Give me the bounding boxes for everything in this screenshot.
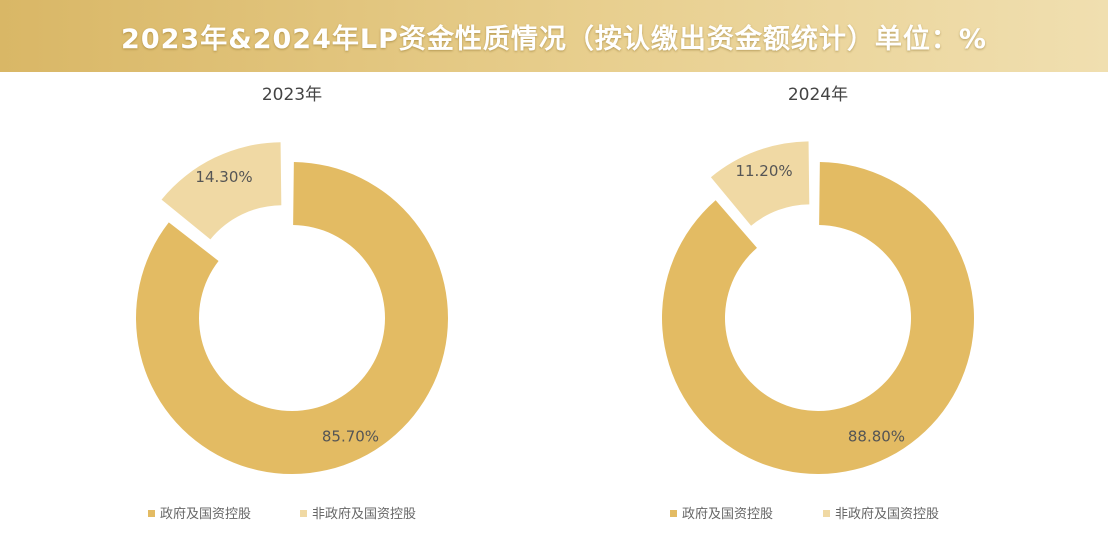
- slice-non-government: [710, 141, 810, 226]
- slice-label: 85.70%: [322, 427, 379, 445]
- legend-label: 政府及国资控股: [682, 507, 773, 522]
- page-title: 2023年&2024年LP资金性质情况（按认缴出资金额统计）单位：%: [121, 23, 987, 55]
- title-banner: 2023年&2024年LP资金性质情况（按认缴出资金额统计）单位：%: [0, 0, 1108, 72]
- legend-swatch: [148, 510, 155, 517]
- donut-charts: 2023年 85.70% 14.30% 政府及国资控股 非政府及国资控股 2024年 88.…: [135, 85, 975, 522]
- legend-label: 非政府及国资控股: [835, 507, 939, 522]
- slice-non-government: [161, 142, 282, 240]
- legend-swatch: [670, 510, 677, 517]
- legend-swatch: [823, 510, 830, 517]
- slice-government: [135, 162, 448, 475]
- slice-label: 88.80%: [848, 427, 905, 445]
- donut-chart-1: 2024年 88.80% 11.20% 政府及国资控股 非政府及国资控股: [662, 85, 975, 522]
- slice-label: 11.20%: [735, 162, 792, 180]
- chart-title: 2024年: [788, 85, 848, 105]
- legend-label: 政府及国资控股: [160, 507, 251, 522]
- chart-title: 2023年: [262, 85, 322, 105]
- slice-label: 14.30%: [195, 168, 252, 186]
- donut-chart-0: 2023年 85.70% 14.30% 政府及国资控股 非政府及国资控股: [135, 85, 448, 522]
- legend-swatch: [300, 510, 307, 517]
- slice-government: [662, 162, 975, 475]
- legend-label: 非政府及国资控股: [312, 507, 416, 522]
